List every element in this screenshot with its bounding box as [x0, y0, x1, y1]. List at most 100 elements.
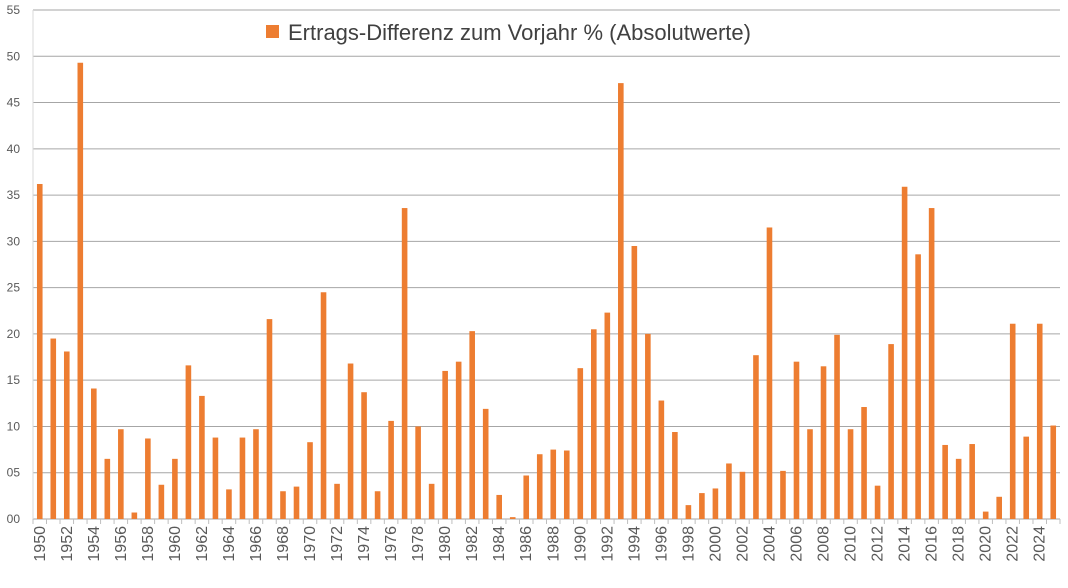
x-tick-label: 1986: [518, 526, 535, 562]
x-tick-label: 2002: [734, 526, 751, 562]
bar: [91, 388, 97, 519]
bar: [739, 471, 746, 519]
bar: [131, 512, 138, 519]
bar: [293, 486, 300, 519]
bar: [550, 449, 557, 519]
bar: [239, 437, 246, 519]
bar: [226, 489, 232, 519]
bar: [469, 331, 475, 519]
x-tick-label: 2010: [843, 526, 860, 562]
bar: [726, 463, 732, 519]
bar: [753, 355, 759, 519]
bar: [374, 491, 381, 519]
bar: [118, 429, 124, 519]
x-tick-label: 2006: [788, 526, 805, 562]
bar: [766, 227, 773, 520]
bar: [482, 408, 489, 519]
x-tick-label: 1974: [356, 526, 373, 562]
x-tick-label: 1954: [86, 526, 103, 562]
y-tick-label: 30: [7, 234, 21, 248]
bar: [104, 458, 111, 519]
x-tick-label: 2014: [897, 526, 914, 562]
bar: [307, 442, 313, 519]
bar: [901, 186, 908, 519]
y-tick-label: 05: [7, 466, 21, 480]
x-tick-label: 1966: [248, 526, 265, 562]
x-tick-label: 1992: [599, 526, 616, 562]
x-tick-label: 1968: [275, 526, 292, 562]
bar: [888, 344, 894, 519]
y-tick-label: 35: [7, 188, 21, 202]
bar: [618, 83, 624, 520]
x-tick-label: 1950: [32, 526, 49, 562]
bar: [631, 245, 638, 520]
y-tick-label: 10: [7, 419, 21, 433]
x-tick-label: 2004: [761, 526, 778, 562]
bar: [969, 444, 975, 519]
bar: [591, 329, 597, 519]
x-tick-label: 1978: [410, 526, 427, 562]
bar: [604, 312, 611, 519]
x-tick-label: 1988: [545, 526, 562, 562]
bar: [820, 366, 827, 519]
bar: [1036, 323, 1043, 519]
x-tick-label: 1998: [680, 526, 697, 562]
bar: [672, 432, 678, 519]
bar: [807, 429, 813, 519]
bar: [212, 437, 219, 519]
bar: [63, 351, 70, 519]
x-tick-label: 1980: [437, 526, 454, 562]
x-tick-label: 1994: [626, 526, 643, 562]
bar: [982, 511, 989, 519]
x-tick-label: 1960: [167, 526, 184, 562]
bar: [915, 254, 921, 519]
legend-swatch: [266, 25, 279, 38]
bar: [172, 458, 178, 519]
x-tick-label: 1970: [302, 526, 319, 562]
y-tick-label: 20: [7, 327, 21, 341]
bar: [861, 407, 867, 519]
x-tick-label: 1962: [194, 526, 211, 562]
x-tick-label: 1990: [572, 526, 589, 562]
x-tick-label: 2022: [1005, 526, 1022, 562]
bar: [199, 395, 205, 519]
bar: [685, 505, 692, 519]
bar: [874, 485, 881, 519]
bar: [388, 420, 394, 519]
x-tick-label: 1982: [464, 526, 481, 562]
bar: [645, 333, 651, 519]
bar: [509, 517, 516, 519]
x-tick-label: 2012: [870, 526, 887, 562]
x-tick-label: 1972: [329, 526, 346, 562]
x-axis-ticks: 1950 1952 1954 1956 1958 1960 1962 1964 1966 1968…: [32, 526, 1049, 562]
bar: [712, 488, 719, 519]
y-tick-label: 00: [7, 512, 21, 526]
bar: [780, 470, 786, 519]
bar: [1009, 323, 1016, 519]
x-tick-label: 2016: [924, 526, 941, 562]
bar: [942, 444, 948, 519]
bar: [77, 62, 84, 519]
x-tick-label: 2008: [816, 526, 833, 562]
bar: [699, 493, 705, 519]
bar: [1023, 436, 1030, 519]
bar: [401, 208, 408, 520]
bar: [36, 183, 43, 520]
legend-label: Ertrags-Differenz zum Vorjahr % (Absolut…: [288, 20, 751, 45]
legend: Ertrags-Differenz zum Vorjahr % (Absolut…: [266, 20, 751, 45]
bar: [442, 370, 448, 519]
y-axis-ticks: 00 05 10 15 20 25 30 35 40 45 50 55: [7, 3, 21, 526]
x-tick-label: 1956: [113, 526, 130, 562]
bar: [50, 338, 57, 519]
bar: [955, 458, 962, 519]
bar: [320, 292, 327, 519]
bar: [523, 475, 530, 519]
bars: [36, 62, 1057, 520]
bar: [847, 429, 854, 519]
bar: [334, 483, 340, 519]
bar: [145, 438, 151, 519]
bar: [428, 483, 435, 519]
x-tick-label: 2000: [707, 526, 724, 562]
bar: [158, 484, 165, 519]
